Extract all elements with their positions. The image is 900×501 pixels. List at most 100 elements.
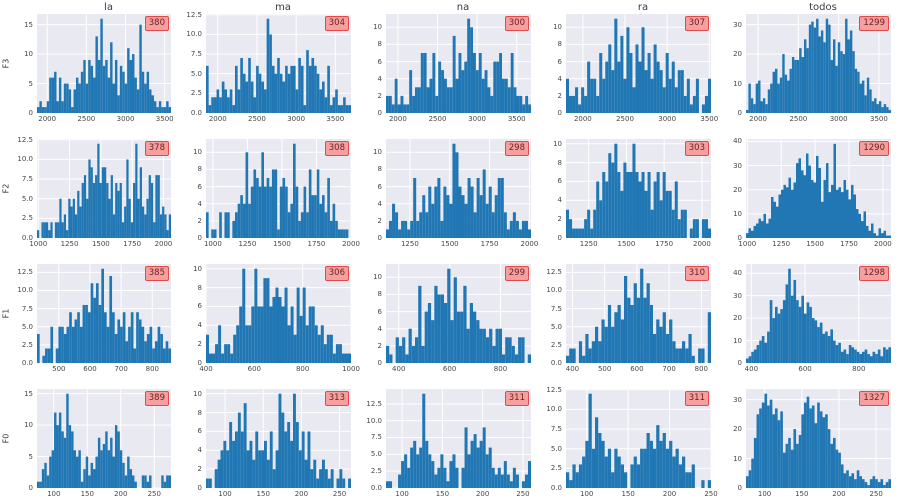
x-tick-label: 150 [621, 490, 635, 498]
histogram-bar [45, 348, 48, 363]
y-tick-label: 0 [197, 234, 202, 242]
histogram-bar [37, 481, 40, 488]
histogram-bar [776, 206, 779, 238]
y-tick-label: 2 [377, 216, 382, 225]
histogram-bar [641, 27, 645, 113]
histogram-bar [650, 78, 654, 113]
histogram-bar [877, 482, 881, 488]
subplot-F3-ra: ra 0 2 4 6 8 10 307 2000 2500 3000 3500 [540, 1, 720, 126]
histogram-bar [602, 172, 606, 238]
histogram-bar [566, 209, 570, 238]
histogram-bar [490, 95, 494, 113]
histogram-bar [498, 328, 502, 363]
histogram-bar [624, 275, 628, 363]
histogram-bar [277, 57, 280, 113]
plot-area: 310 [566, 264, 711, 363]
y-tick-label: 30 [733, 291, 742, 300]
histogram-bar [154, 341, 158, 363]
histogram-bar [428, 454, 432, 488]
subplot-F0-ra: 0.0 2.5 5.0 7.5 10.0 12.5 311 100 150 200 250 [540, 376, 720, 501]
histogram-bar [45, 222, 49, 238]
y-tick-label: 20 [733, 50, 742, 59]
histogram-bar [871, 223, 874, 238]
histogram-bar [105, 59, 108, 113]
histogram-bar [875, 354, 878, 363]
histogram-bar [95, 456, 98, 488]
histogram-bar [627, 297, 631, 363]
histogram-bar [452, 35, 456, 113]
histogram-bar [864, 95, 867, 113]
histogram-bar [800, 170, 804, 238]
histogram-bar [470, 27, 473, 113]
histogram-bar [765, 104, 768, 113]
histogram-bar [224, 344, 228, 363]
histogram-bar [869, 356, 873, 363]
histogram-bar [132, 475, 135, 488]
y-tick-label: 0.0 [190, 109, 202, 117]
histogram-bar [614, 143, 618, 238]
histogram-bar [607, 448, 612, 488]
y-tick-label: 2.5 [550, 464, 562, 473]
histogram-bar [691, 355, 695, 363]
x-tick-label: 250 [869, 490, 883, 498]
x-tick-label: 500 [597, 365, 612, 373]
histogram-bar [232, 220, 235, 238]
histogram-bar [248, 57, 251, 113]
histogram-bar [144, 83, 147, 113]
y-tick-label: 4 [377, 74, 382, 83]
histogram-bar [416, 454, 420, 488]
histogram-bar [485, 203, 489, 238]
column-title [37, 126, 180, 139]
histogram-bar [620, 464, 624, 488]
histogram-bar [854, 68, 858, 113]
histogram-bar [335, 89, 338, 113]
histogram-bar [42, 355, 46, 363]
histogram-bar [798, 434, 802, 488]
y-tick-label: 5.0 [21, 322, 33, 331]
histogram-bar [85, 83, 89, 113]
y-tick-label: 10 [193, 264, 202, 273]
histogram-bar [862, 80, 865, 113]
y-tick-label: 0 [377, 109, 382, 117]
histogram-bar [785, 443, 789, 488]
x-tick-label: 2000 [208, 115, 227, 123]
histogram-bar [117, 95, 120, 113]
histogram-bar [640, 448, 644, 488]
title-spacer [0, 251, 37, 264]
y-tick-label: 0 [197, 359, 202, 367]
histogram-bar [82, 304, 86, 363]
histogram-bar [308, 306, 312, 363]
column-title [566, 126, 720, 139]
x-tick-label: 2500 [616, 115, 634, 123]
histogram-bar [780, 309, 783, 363]
histogram-bar [680, 209, 684, 238]
histogram-bar [515, 474, 519, 488]
histogram-bar [665, 448, 670, 488]
histogram-bar [155, 175, 158, 238]
x-tick-label: 1250 [238, 240, 257, 248]
histogram-bar [452, 143, 456, 238]
histogram-bar [806, 396, 810, 488]
histogram-bar [431, 320, 435, 363]
histogram-bar [332, 97, 336, 113]
histogram-bar [521, 220, 525, 238]
x-tick-label: 3500 [507, 115, 526, 123]
histogram-bar [707, 480, 711, 488]
x-tick-label: 800 [493, 365, 508, 373]
x-tick-label: 3500 [869, 115, 888, 123]
histogram-bar [391, 104, 395, 113]
histogram-bar [221, 353, 225, 363]
histogram-bar [406, 104, 410, 113]
histogram-bar [440, 220, 444, 238]
x-tick-label: 2000 [388, 115, 407, 123]
histogram-bar [437, 294, 441, 363]
count-badge: 1327 [859, 391, 889, 406]
histogram-bar [329, 220, 333, 238]
histogram-bar [401, 220, 405, 238]
histogram-bar [290, 440, 293, 488]
count-badge: 306 [324, 266, 349, 281]
x-tick-label: 2500 [428, 115, 447, 123]
column-title: todos [809, 2, 837, 13]
histogram-bar [327, 65, 330, 113]
histogram-bar [785, 187, 789, 238]
